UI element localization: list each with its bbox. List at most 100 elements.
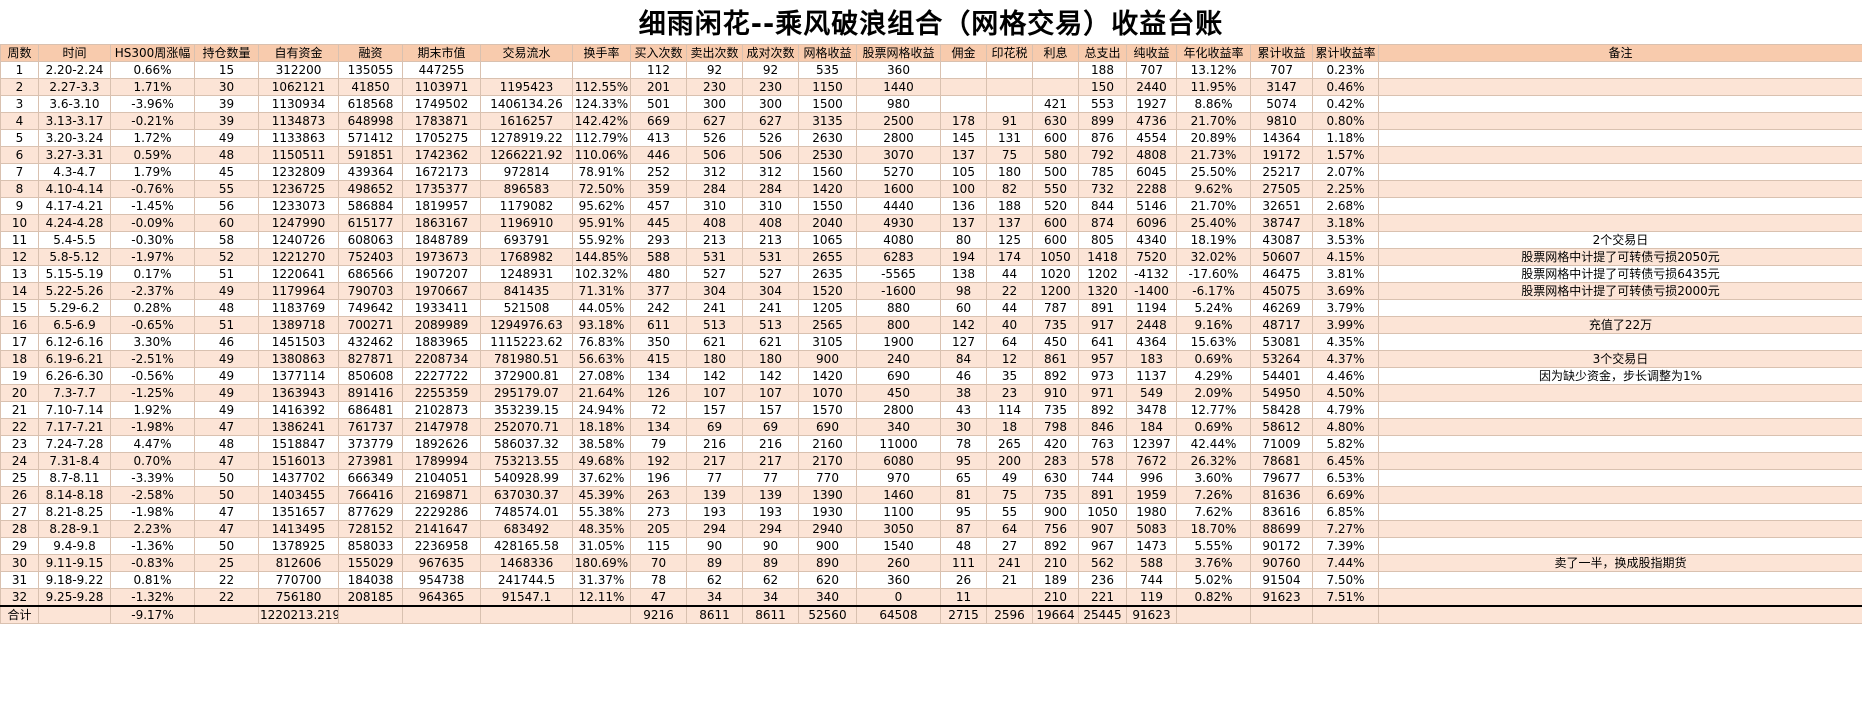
table-cell: 39	[194, 95, 259, 113]
table-cell: 38.58%	[572, 435, 631, 453]
table-cell: 480	[630, 265, 687, 283]
table-cell: 6.45%	[1312, 452, 1379, 470]
table-cell: 46269	[1250, 299, 1313, 317]
table-cell: 13.12%	[1176, 61, 1251, 79]
table-cell: -0.76%	[110, 180, 195, 198]
table-cell: 1020	[1032, 265, 1079, 283]
table-cell: 10	[0, 214, 39, 232]
table-cell: 2800	[856, 129, 941, 147]
total-cell: 2715	[940, 605, 987, 624]
table-cell: 91623	[1250, 588, 1313, 607]
table-cell: 1468336	[480, 554, 573, 572]
table-cell: 2500	[856, 112, 941, 130]
table-cell: 1413495	[258, 520, 339, 538]
table-cell: 126	[630, 384, 687, 402]
table-cell: 1516013	[258, 452, 339, 470]
table-cell: 4	[0, 112, 39, 130]
table-cell: -4132	[1126, 265, 1177, 283]
table-cell: 78	[940, 435, 987, 453]
table-cell: -0.09%	[110, 214, 195, 232]
table-cell: 1518847	[258, 435, 339, 453]
table-cell: 2565	[798, 316, 857, 334]
table-cell: 241	[686, 299, 743, 317]
table-row: 17 6.12-6.16 3.30% 46 1451503 432462 1883965 11…	[0, 333, 1862, 351]
table-cell: 3.76%	[1176, 554, 1251, 572]
table-cell: 135055	[338, 61, 403, 79]
table-cell: 900	[1032, 503, 1079, 521]
table-cell: 1062121	[258, 78, 339, 96]
table-cell: 3.30%	[110, 333, 195, 351]
table-cell: 1233073	[258, 197, 339, 215]
table-cell: 217	[686, 452, 743, 470]
table-cell: 540928.99	[480, 469, 573, 487]
table-cell: 899	[1078, 112, 1127, 130]
table-cell: 805	[1078, 231, 1127, 249]
table-row: 2 2.27-3.3 1.71% 30 1062121 41850 1103971 11954…	[0, 78, 1862, 96]
table-cell: 142	[686, 367, 743, 385]
table-cell: 155029	[338, 554, 403, 572]
table-cell: 1783871	[402, 112, 481, 130]
table-cell: 49	[194, 401, 259, 419]
table-cell: 95	[940, 452, 987, 470]
table-cell: 1500	[798, 95, 857, 113]
table-cell: 12	[0, 248, 39, 266]
table-cell: 50607	[1250, 248, 1313, 266]
table-cell: 115	[630, 537, 687, 555]
table-row: 11 5.4-5.5 -0.30% 58 1240726 608063 1848789 693…	[0, 231, 1862, 249]
table-cell: 6.19-6.21	[38, 350, 111, 368]
table-cell: 21	[986, 571, 1033, 589]
table-cell: 15	[194, 61, 259, 79]
table-cell: 56	[194, 197, 259, 215]
table-cell: 666349	[338, 469, 403, 487]
table-cell: 213	[686, 231, 743, 249]
table-cell: 1933411	[402, 299, 481, 317]
table-cell: 157	[742, 401, 799, 419]
table-cell: 3.27-3.31	[38, 146, 111, 164]
table-cell: 因为缺少资金，步长调整为1%	[1378, 367, 1862, 385]
table-cell: 4.15%	[1312, 248, 1379, 266]
table-cell: 2	[0, 78, 39, 96]
table-cell	[1378, 163, 1862, 181]
table-cell: 756	[1032, 520, 1079, 538]
table-cell: 858033	[338, 537, 403, 555]
table-cell: 1248931	[480, 265, 573, 283]
table-cell: 450	[1032, 333, 1079, 351]
table-cell: 1.79%	[110, 163, 195, 181]
table-cell: 2.25%	[1312, 180, 1379, 198]
table-cell: 620	[798, 571, 857, 589]
table-cell: 3.81%	[1312, 265, 1379, 283]
table-cell: 22	[986, 282, 1033, 300]
table-cell: 26.32%	[1176, 452, 1251, 470]
table-cell: 240	[856, 350, 941, 368]
table-cell: 1900	[856, 333, 941, 351]
table-cell: 142	[940, 316, 987, 334]
table-cell: 81636	[1250, 486, 1313, 504]
table-cell: 7672	[1126, 452, 1177, 470]
total-cell: 8611	[686, 605, 743, 624]
table-cell	[1032, 78, 1079, 96]
table-cell: 205	[630, 520, 687, 538]
table-cell: 752403	[338, 248, 403, 266]
column-header: 累计收益	[1250, 44, 1313, 62]
table-cell: 13	[0, 265, 39, 283]
table-cell: 45.39%	[572, 486, 631, 504]
table-cell: 1735377	[402, 180, 481, 198]
header-row: 周数 时间 HS300周涨幅 持仓数量 自有资金 融资 期末市值 交易流水 换手率 买入次数 卖出次…	[0, 44, 1862, 62]
table-cell: 44	[986, 265, 1033, 283]
table-row: 30 9.11-9.15 -0.83% 25 812606 155029 967635 146…	[0, 554, 1862, 572]
table-cell: 242	[630, 299, 687, 317]
table-cell: 5146	[1126, 197, 1177, 215]
table-cell: 40	[986, 316, 1033, 334]
table-cell: 1705275	[402, 129, 481, 147]
table-cell: 64	[986, 520, 1033, 538]
table-cell: 304	[686, 282, 743, 300]
column-header: 备注	[1378, 44, 1862, 62]
table-cell: 506	[686, 146, 743, 164]
table-cell: 630	[1032, 112, 1079, 130]
table-cell: 64	[986, 333, 1033, 351]
table-cell: 0.66%	[110, 61, 195, 79]
table-cell	[1378, 129, 1862, 147]
table-cell: 735	[1032, 401, 1079, 419]
table-row: 12 5.8-5.12 -1.97% 52 1221270 752403 1973673 17…	[0, 248, 1862, 266]
table-cell: 0.81%	[110, 571, 195, 589]
